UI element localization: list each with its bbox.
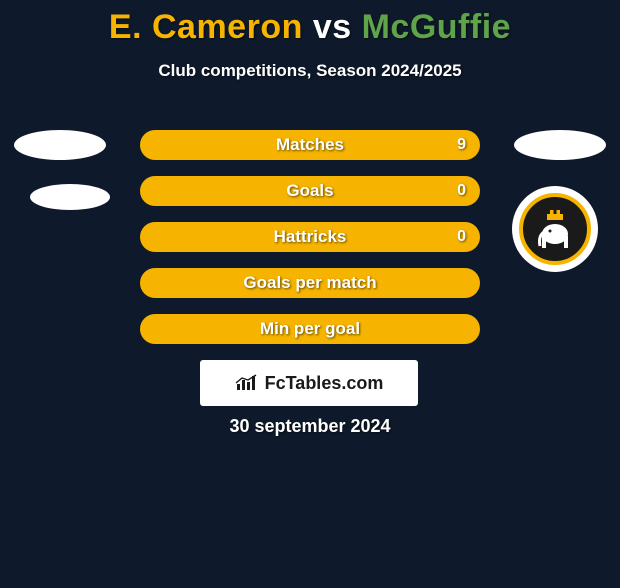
club-badge-inner — [519, 193, 591, 265]
player2-club-badge — [512, 186, 598, 272]
stat-bar: Hattricks0 — [140, 222, 480, 252]
stat-bar: Min per goal — [140, 314, 480, 344]
bar-value-player2: 9 — [457, 130, 466, 160]
subtitle: Club competitions, Season 2024/2025 — [0, 61, 620, 81]
player1-club-placeholder — [30, 184, 110, 210]
elephant-castle-icon — [532, 206, 578, 252]
brand-text: FcTables.com — [265, 373, 384, 394]
player1-name: E. Cameron — [109, 8, 303, 46]
bar-chart-icon — [235, 374, 259, 392]
bar-label: Goals — [140, 176, 480, 206]
bar-label: Goals per match — [140, 268, 480, 298]
comparison-title: E. Cameron vs McGuffie — [0, 8, 620, 47]
stat-bar: Goals0 — [140, 176, 480, 206]
bar-label: Matches — [140, 130, 480, 160]
stat-bar: Goals per match — [140, 268, 480, 298]
bar-value-player2: 0 — [457, 222, 466, 252]
bar-label: Min per goal — [140, 314, 480, 344]
bar-value-player2: 0 — [457, 176, 466, 206]
player2-name: McGuffie — [362, 8, 511, 46]
player2-avatar-placeholder — [514, 130, 606, 160]
date-label: 30 september 2024 — [0, 416, 620, 437]
stat-bar: Matches9 — [140, 130, 480, 160]
vs-label: vs — [313, 8, 352, 46]
brand-badge: FcTables.com — [200, 360, 418, 406]
bar-label: Hattricks — [140, 222, 480, 252]
player1-avatar-placeholder — [14, 130, 106, 160]
stat-bars: Matches9Goals0Hattricks0Goals per matchM… — [140, 130, 480, 360]
